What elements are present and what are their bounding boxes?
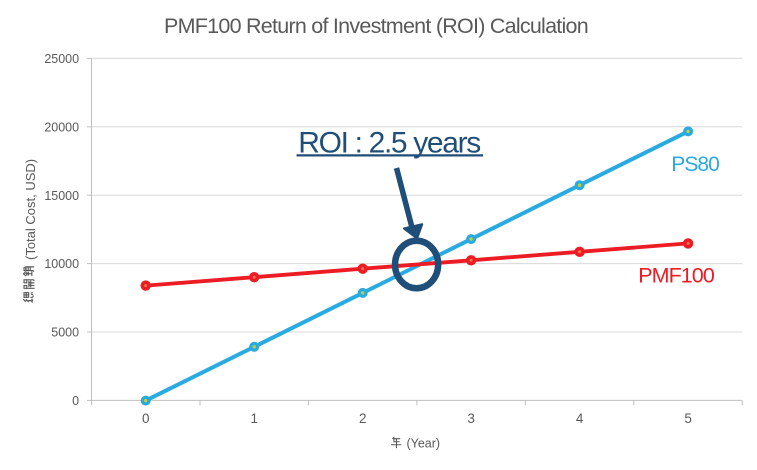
svg-text:10000: 10000: [44, 257, 79, 271]
svg-text:(Total Cost, USD): (Total Cost, USD): [23, 159, 38, 260]
svg-text:20000: 20000: [44, 120, 79, 134]
svg-text:5: 5: [684, 411, 692, 426]
svg-text:PS80: PS80: [671, 153, 719, 176]
svg-text:0: 0: [142, 411, 150, 426]
svg-text:3: 3: [467, 411, 475, 426]
svg-text:PMF100: PMF100: [638, 264, 715, 288]
svg-text:2: 2: [359, 411, 367, 426]
svg-text:ROI : 2.5 years: ROI : 2.5 years: [298, 126, 480, 159]
svg-text:4: 4: [576, 411, 584, 426]
svg-text:(Year): (Year): [407, 437, 441, 451]
svg-text:5000: 5000: [51, 326, 79, 340]
svg-text:15000: 15000: [44, 189, 79, 203]
svg-text:25000: 25000: [44, 52, 79, 66]
svg-text:1: 1: [250, 411, 258, 426]
svg-text:0: 0: [72, 394, 79, 408]
svg-text:PMF100 Return of Investment (R: PMF100 Return of Investment (ROI) Calcul…: [164, 14, 588, 38]
